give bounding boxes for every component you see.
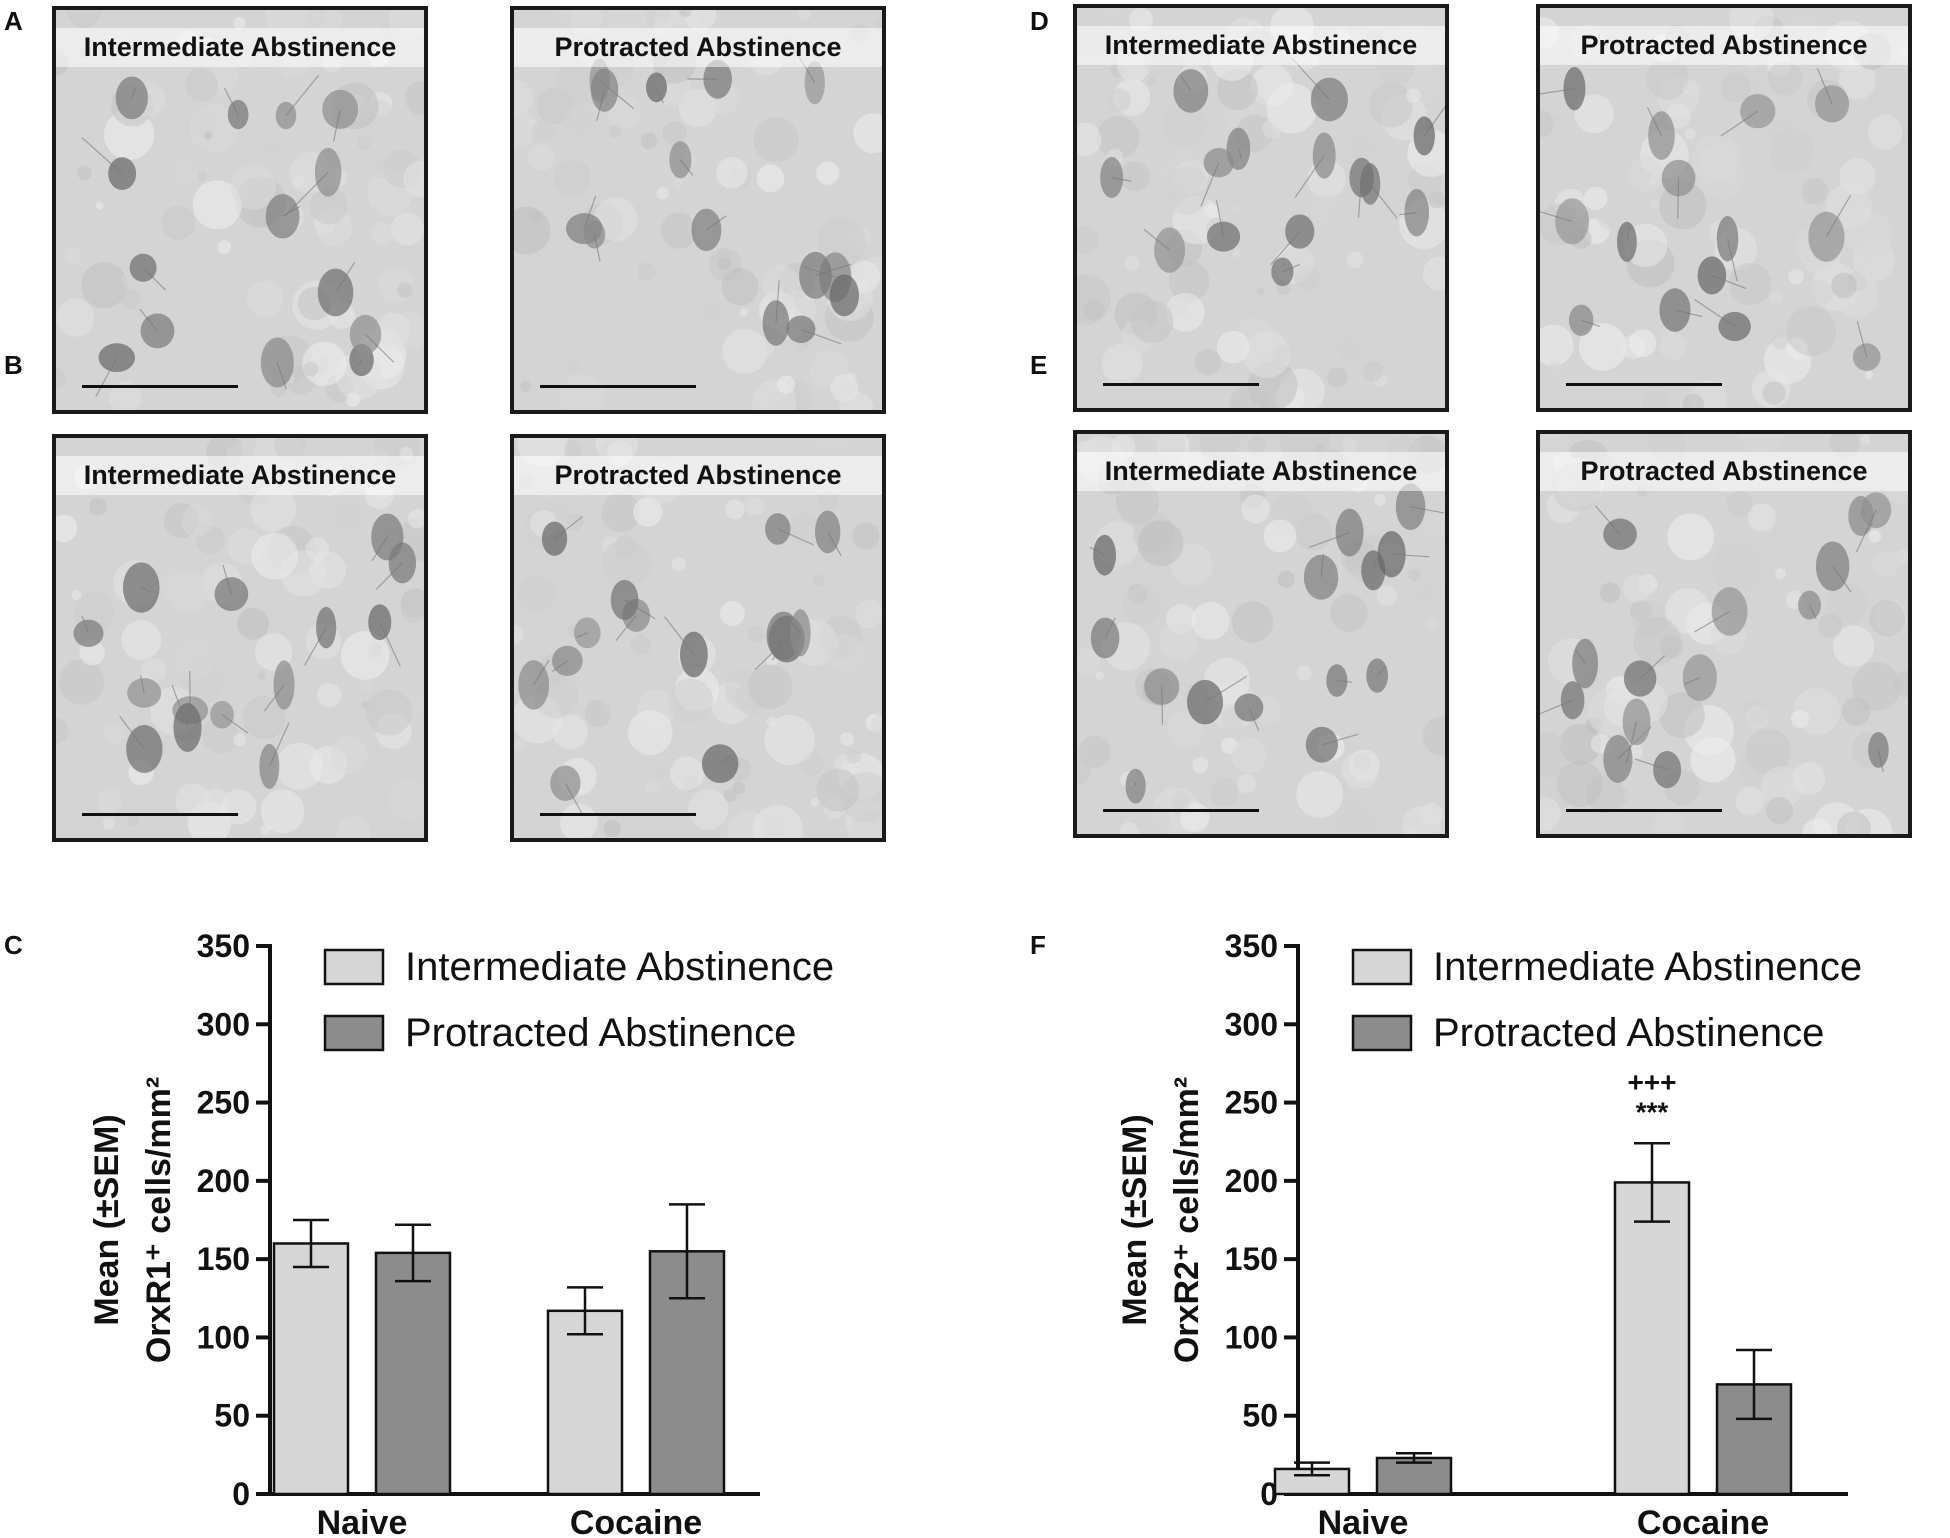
- y-axis-label-line1: Mean (±SEM): [1116, 1114, 1154, 1325]
- micrograph-title: Protracted Abstinence: [1540, 452, 1908, 491]
- y-tick-label: 250: [197, 1085, 250, 1121]
- micrograph-title: Intermediate Abstinence: [1077, 26, 1445, 65]
- micrograph-texture: [514, 10, 882, 410]
- legend-swatch-0: [1351, 948, 1413, 986]
- y-tick-label: 100: [197, 1319, 250, 1355]
- scale-bar: [82, 813, 238, 816]
- micrograph-texture: [514, 438, 882, 838]
- y-tick-label: 100: [1225, 1319, 1278, 1355]
- scale-bar: [1566, 383, 1722, 386]
- y-tick-label: 0: [232, 1476, 250, 1512]
- panel-letter-b: B: [4, 350, 23, 380]
- y-tick-label: 350: [197, 928, 250, 964]
- micrograph-d-intermediate: Intermediate Abstinence: [1073, 4, 1449, 412]
- y-tick-label: 0: [1260, 1476, 1278, 1512]
- x-category-label-cocaine: Cocaine: [570, 1504, 702, 1538]
- y-tick-label: 50: [214, 1398, 250, 1434]
- micrograph-texture: [1077, 434, 1445, 834]
- bar-naive-series-0: [272, 1242, 350, 1496]
- y-tick-label: 150: [1225, 1241, 1278, 1277]
- chart-c: 0 50 100 150 200 250 300 350 Mean (±SEM) OrxR1⁺ c…: [40, 900, 980, 1538]
- micrograph-title: Protracted Abstinence: [514, 28, 882, 67]
- micrograph-title: Intermediate Abstinence: [56, 28, 424, 67]
- panel-letter-f: F: [1030, 930, 1046, 960]
- micrograph-a-intermediate: Intermediate Abstinence: [52, 6, 428, 414]
- y-axis-label-line2: OrxR1⁺ cells/mm²: [140, 1077, 178, 1363]
- y-tick-label: 250: [1225, 1085, 1278, 1121]
- micrograph-d-protracted: Protracted Abstinence: [1536, 4, 1912, 412]
- legend-swatch-1: [323, 1014, 385, 1052]
- micrograph-title: Protracted Abstinence: [1540, 26, 1908, 65]
- x-category-label-naive: Naive: [317, 1504, 408, 1538]
- legend-label-0: Intermediate Abstinence: [1433, 945, 1862, 989]
- significance-annotation: +++: [1627, 1066, 1676, 1097]
- scale-bar: [82, 385, 238, 388]
- micrograph-texture: [1540, 8, 1908, 408]
- chart-f-svg: 0 50 100 150 200 250 300 350 Mean (±SEM) OrxR2⁺ c…: [1116, 928, 1862, 1538]
- micrograph-title: Protracted Abstinence: [514, 456, 882, 495]
- panel-letter-e: E: [1030, 350, 1048, 380]
- y-tick-label: 200: [1225, 1163, 1278, 1199]
- chart-c-svg: 0 50 100 150 200 250 300 350 Mean (±SEM) OrxR1⁺ c…: [88, 928, 834, 1538]
- micrograph-texture: [1077, 8, 1445, 408]
- scale-bar: [540, 813, 696, 816]
- micrograph-b-protracted: Protracted Abstinence: [510, 434, 886, 842]
- scale-bar: [540, 385, 696, 388]
- x-category-label-naive: Naive: [1318, 1504, 1409, 1538]
- y-axis-label-line1: Mean (±SEM): [88, 1114, 126, 1325]
- bar-cocaine-series-0: [1613, 1181, 1691, 1496]
- y-tick-label: 150: [197, 1241, 250, 1277]
- significance-annotation: ***: [1636, 1096, 1669, 1127]
- y-tick-label: 50: [1242, 1398, 1278, 1434]
- scale-bar: [1566, 809, 1722, 812]
- micrograph-texture: [56, 10, 424, 410]
- legend-swatch-1: [1351, 1014, 1413, 1052]
- scale-bar: [1103, 383, 1259, 386]
- chart-f: 0 50 100 150 200 250 300 350 Mean (±SEM) OrxR2⁺ c…: [1068, 900, 1948, 1538]
- y-tick-label: 200: [197, 1163, 250, 1199]
- micrograph-e-intermediate: Intermediate Abstinence: [1073, 430, 1449, 838]
- x-category-label-cocaine: Cocaine: [1637, 1504, 1769, 1538]
- micrograph-title: Intermediate Abstinence: [56, 456, 424, 495]
- micrograph-title: Intermediate Abstinence: [1077, 452, 1445, 491]
- legend-label-1: Protracted Abstinence: [1433, 1011, 1824, 1055]
- legend-swatch-0: [323, 948, 385, 986]
- y-tick-label: 300: [197, 1006, 250, 1042]
- legend-label-1: Protracted Abstinence: [405, 1011, 796, 1055]
- y-tick-label: 350: [1225, 928, 1278, 964]
- y-tick-label: 300: [1225, 1006, 1278, 1042]
- bar-naive-series-1: [374, 1251, 452, 1496]
- y-axis-label-line2: OrxR2⁺ cells/mm²: [1168, 1077, 1206, 1363]
- panel-letter-a: A: [4, 6, 23, 36]
- micrograph-e-protracted: Protracted Abstinence: [1536, 430, 1912, 838]
- micrograph-a-protracted: Protracted Abstinence: [510, 6, 886, 414]
- panel-letter-c: C: [4, 930, 23, 960]
- micrograph-b-intermediate: Intermediate Abstinence: [52, 434, 428, 842]
- micrograph-texture: [56, 438, 424, 838]
- panel-letter-d: D: [1030, 6, 1049, 36]
- micrograph-texture: [1540, 434, 1908, 834]
- legend-label-0: Intermediate Abstinence: [405, 945, 834, 989]
- bar-cocaine-series-0: [546, 1309, 624, 1496]
- scale-bar: [1103, 809, 1259, 812]
